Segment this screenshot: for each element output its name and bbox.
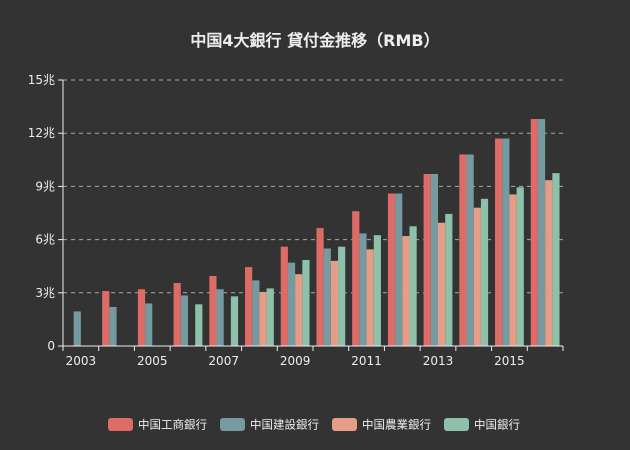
y-axis: 0 3兆 6兆 9兆 12兆 15兆 [28, 73, 64, 353]
legend-swatch [220, 418, 245, 431]
legend: 中国工商銀行 中国建設銀行 中国農業銀行 中国銀行 [108, 418, 520, 432]
bar [466, 154, 474, 346]
bar [338, 246, 346, 346]
y-tick-label: 6兆 [35, 233, 55, 247]
x-tick-label: 2015 [494, 354, 525, 368]
legend-label: 中国銀行 [474, 418, 520, 432]
bar [316, 228, 324, 346]
bar [352, 211, 360, 346]
bar [445, 213, 453, 346]
legend-item[interactable]: 中国農業銀行 [332, 418, 431, 432]
legend-label: 中国建設銀行 [250, 418, 319, 432]
bar [209, 275, 217, 346]
bar [537, 119, 546, 346]
bar [137, 289, 146, 346]
bar [438, 222, 446, 346]
bar [302, 259, 310, 346]
bar [259, 291, 267, 346]
bar [287, 262, 296, 346]
bar [509, 194, 517, 346]
legend-label: 中国農業銀行 [362, 418, 431, 432]
x-tick-label: 2013 [423, 354, 454, 368]
bar [173, 283, 181, 346]
bar [409, 226, 417, 346]
bar [430, 173, 438, 346]
legend-item[interactable]: 中国銀行 [444, 418, 520, 432]
bar [109, 306, 117, 346]
bar [330, 260, 339, 346]
y-tick-label: 15兆 [28, 73, 55, 87]
legend-swatch [444, 418, 469, 431]
bar [145, 303, 153, 346]
bar [102, 291, 110, 346]
y-tick-label: 3兆 [35, 286, 55, 300]
bar [359, 233, 367, 346]
bar [552, 173, 560, 346]
legend-label: 中国工商銀行 [138, 418, 207, 432]
bar [266, 288, 274, 346]
bars [73, 119, 560, 346]
bar [323, 248, 331, 346]
bar [516, 187, 524, 346]
chart-title: 中国4大銀行 貸付金推移（RMB） [190, 31, 439, 50]
bar [245, 267, 253, 346]
bar [402, 236, 410, 346]
bar [280, 246, 288, 346]
bar [195, 304, 203, 346]
bar [373, 235, 381, 346]
x-tick-label: 2011 [351, 354, 382, 368]
y-tick-label: 12兆 [28, 126, 55, 140]
bar [502, 138, 510, 346]
bar [216, 289, 224, 346]
bar [530, 119, 538, 346]
legend-swatch [108, 418, 133, 431]
x-axis: 2003 2005 2007 2009 2011 2013 2015 [62, 345, 564, 368]
bar [295, 274, 303, 346]
bar [473, 207, 481, 346]
bar [423, 173, 431, 346]
bar [387, 193, 396, 346]
x-tick-label: 2007 [208, 354, 239, 368]
x-tick-label: 2009 [280, 354, 311, 368]
legend-swatch [332, 418, 357, 431]
bar [545, 180, 553, 346]
x-tick-label: 2005 [137, 354, 168, 368]
bar [180, 295, 188, 346]
legend-item[interactable]: 中国工商銀行 [108, 418, 207, 432]
bar [480, 198, 489, 346]
bar [252, 280, 260, 346]
y-tick-label: 9兆 [35, 179, 55, 193]
bar [366, 249, 374, 346]
x-tick-label: 2003 [66, 354, 97, 368]
y-tick-label: 0 [47, 339, 55, 353]
bar [495, 138, 503, 346]
legend-item[interactable]: 中国建設銀行 [220, 418, 319, 432]
bar [73, 311, 81, 346]
bar [395, 193, 403, 346]
bar [459, 154, 467, 346]
bar [230, 296, 239, 346]
